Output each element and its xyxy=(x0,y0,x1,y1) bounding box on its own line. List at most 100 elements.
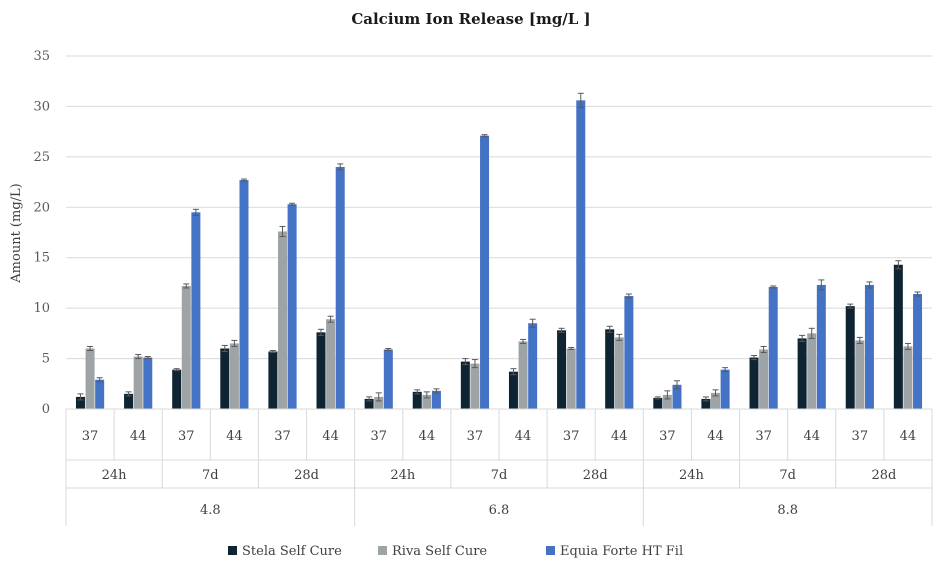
legend-item: Stela Self Cure xyxy=(228,544,342,559)
legend-label: Riva Self Cure xyxy=(392,544,487,559)
bar xyxy=(807,333,817,409)
category-label-temperature: 37 xyxy=(755,429,772,444)
bar xyxy=(624,296,634,409)
bar xyxy=(701,398,711,409)
legend-item: Riva Self Cure xyxy=(378,544,487,559)
y-axis-label: Amount (mg/L) xyxy=(9,183,24,283)
bar xyxy=(268,351,278,409)
bar xyxy=(172,369,182,409)
y-tick-label: 10 xyxy=(33,301,50,316)
y-tick-label: 15 xyxy=(33,251,50,266)
bar xyxy=(470,363,480,409)
category-label-temperature: 37 xyxy=(852,429,869,444)
bar xyxy=(749,357,759,409)
y-tick-label: 35 xyxy=(33,49,50,64)
legend-label: Equia Forte HT Fil xyxy=(560,544,683,559)
bar xyxy=(229,343,239,409)
category-label-temperature: 37 xyxy=(274,429,291,444)
category-label-time: 24h xyxy=(390,468,416,483)
bar xyxy=(855,340,865,409)
category-label-temperature: 44 xyxy=(900,429,917,444)
category-label-temperature: 44 xyxy=(707,429,724,444)
bar xyxy=(383,349,393,409)
bar xyxy=(95,379,105,409)
bar xyxy=(422,394,432,409)
bar xyxy=(316,332,326,409)
category-label-time: 28d xyxy=(294,468,319,483)
bar xyxy=(893,264,903,409)
category-label-temperature: 37 xyxy=(82,429,99,444)
bar xyxy=(816,284,826,409)
bar xyxy=(508,371,518,409)
legend-label: Stela Self Cure xyxy=(242,544,342,559)
y-tick-label: 20 xyxy=(33,200,50,215)
chart-title: Calcium Ion Release [mg/L ] xyxy=(351,10,590,28)
bar xyxy=(576,100,586,410)
category-label-time: 7d xyxy=(779,468,796,483)
bar xyxy=(133,356,143,409)
legend-swatch xyxy=(546,546,555,555)
bar xyxy=(653,397,663,409)
category-label-temperature: 44 xyxy=(226,429,243,444)
category-label-temperature: 44 xyxy=(803,429,820,444)
bar xyxy=(335,166,345,409)
bar xyxy=(672,384,682,409)
bar xyxy=(797,338,807,409)
bar xyxy=(864,284,874,409)
bar xyxy=(278,231,287,409)
bar xyxy=(480,135,490,410)
bar xyxy=(566,348,576,409)
y-tick-label: 5 xyxy=(42,352,50,367)
bar xyxy=(191,212,201,409)
bar xyxy=(913,294,923,409)
category-label-temperature: 37 xyxy=(563,429,580,444)
bar xyxy=(720,369,730,409)
bar xyxy=(364,398,374,409)
category-label-ph: 6.8 xyxy=(489,503,510,518)
bar xyxy=(143,357,153,409)
category-label-time: 24h xyxy=(679,468,705,483)
category-label-time: 24h xyxy=(102,468,128,483)
bar xyxy=(326,319,336,409)
y-tick-label: 0 xyxy=(42,402,50,417)
category-axis-labels: 37 44 37 44 37 44 37 44 37 44 37 44 37 44 37 44 37 44 24h 7… xyxy=(82,429,916,518)
category-label-temperature: 44 xyxy=(515,429,532,444)
category-label-temperature: 37 xyxy=(659,429,676,444)
category-axis-grid xyxy=(65,408,933,526)
bar xyxy=(412,391,422,409)
bar xyxy=(759,349,769,409)
category-label-temperature: 44 xyxy=(322,429,339,444)
bar xyxy=(374,396,384,409)
bar xyxy=(220,348,230,409)
category-label-ph: 8.8 xyxy=(777,503,798,518)
bar xyxy=(845,306,855,409)
bar xyxy=(711,392,720,409)
category-label-time: 7d xyxy=(491,468,508,483)
legend-swatch xyxy=(378,546,387,555)
category-label-temperature: 37 xyxy=(370,429,387,444)
category-label-temperature: 44 xyxy=(611,429,628,444)
legend-swatch xyxy=(228,546,237,555)
bar xyxy=(460,361,470,409)
category-label-temperature: 37 xyxy=(467,429,484,444)
category-label-time: 28d xyxy=(583,468,608,483)
bar xyxy=(85,348,95,409)
category-label-ph: 4.8 xyxy=(200,503,221,518)
category-label-temperature: 44 xyxy=(130,429,147,444)
legend-item: Equia Forte HT Fil xyxy=(546,544,683,559)
y-tick-label: 30 xyxy=(33,99,50,114)
bar xyxy=(124,393,134,409)
category-label-time: 28d xyxy=(871,468,896,483)
bar xyxy=(528,323,538,409)
y-tick-label: 25 xyxy=(33,150,50,165)
bar xyxy=(557,330,567,409)
bar xyxy=(239,180,249,409)
bar xyxy=(605,329,615,409)
legend: Stela Self Cure Riva Self Cure Equia Forte… xyxy=(228,544,683,559)
bars xyxy=(75,100,923,410)
bar xyxy=(181,285,191,409)
category-label-temperature: 37 xyxy=(178,429,195,444)
bar xyxy=(903,346,913,409)
category-label-time: 7d xyxy=(202,468,219,483)
